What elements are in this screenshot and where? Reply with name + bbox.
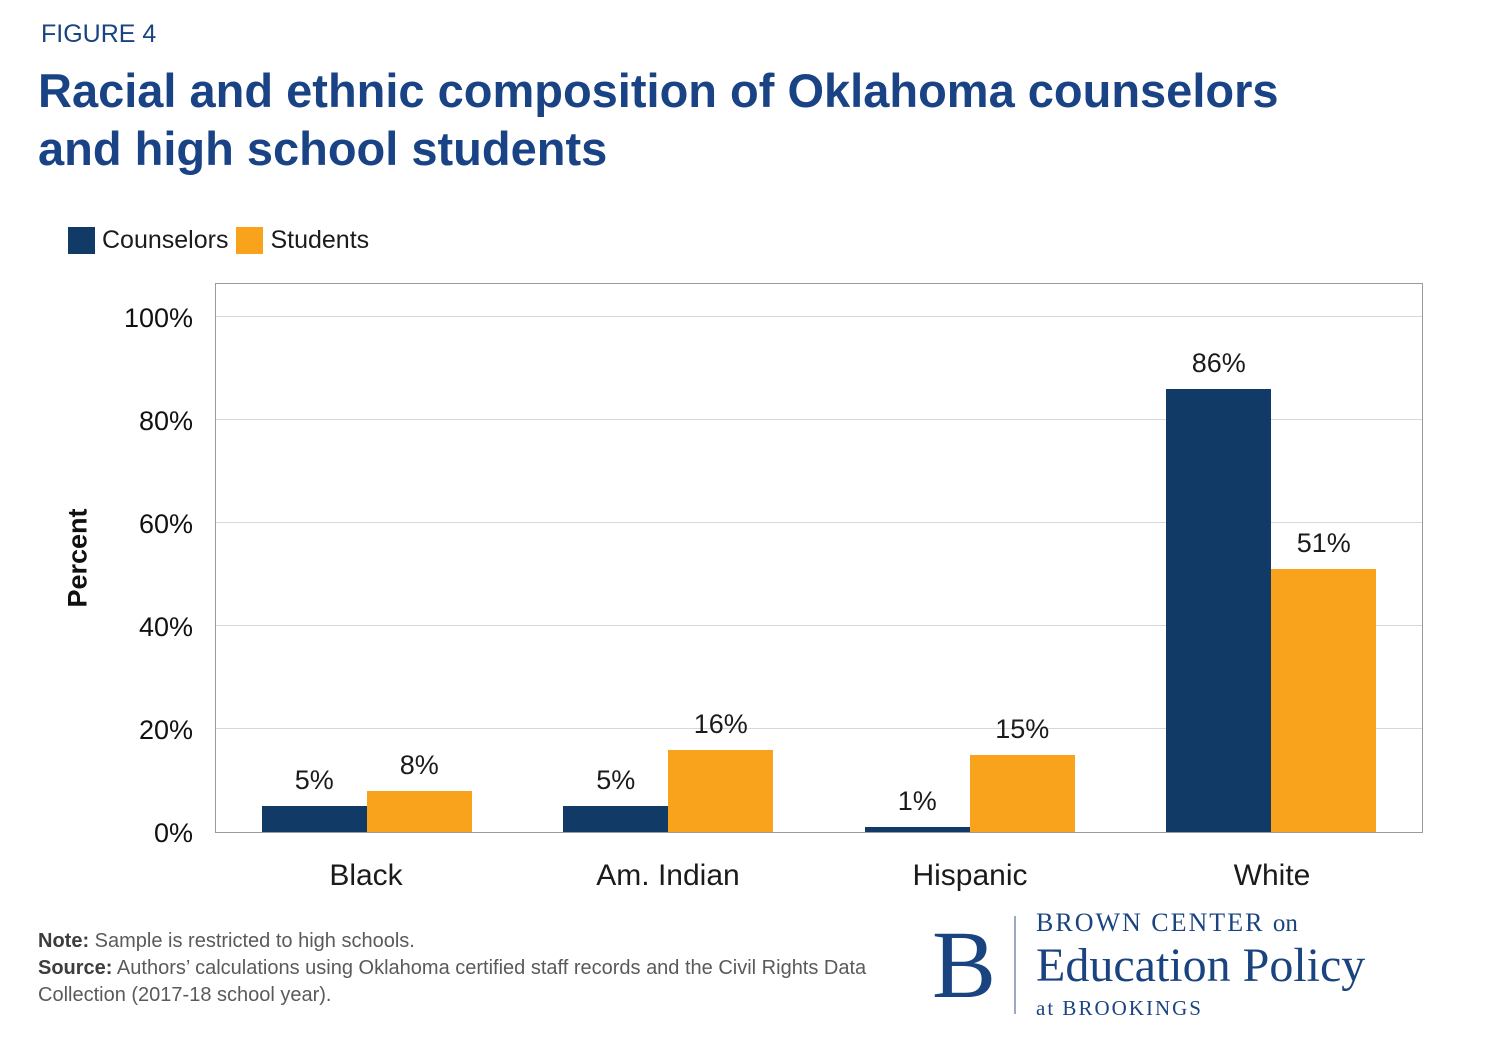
plot-area: 5% 8% 5% 16% 1% 15% 86% 51%: [215, 283, 1423, 833]
bar-value-label: 8%: [399, 749, 439, 780]
bar-groups: 5% 8% 5% 16% 1% 15% 86% 51%: [216, 284, 1422, 832]
legend-item-counselors: Counselors: [68, 226, 228, 255]
logo-brown-center-caps: BROWN CENTER: [1036, 908, 1265, 937]
y-tick-label-80%: 80%: [138, 406, 193, 436]
x-tick-label-black: Black: [329, 859, 403, 892]
y-tick-label-0%: 0%: [153, 818, 193, 848]
bar-counselors-am-indian: 5%: [563, 765, 669, 832]
figure-title-line1: Racial and ethnic composition of Oklahom…: [38, 64, 1279, 117]
legend-label-counselors: Counselors: [102, 226, 229, 254]
source-line: Source: Authors’ calculations using Okla…: [38, 955, 918, 1009]
source-text: Authors’ calculations using Oklahoma cer…: [38, 957, 867, 1006]
bar-students-black: 8%: [366, 750, 472, 832]
x-tick-label-am-indian: Am. Indian: [596, 859, 740, 892]
source-label: Source:: [38, 957, 113, 979]
logo-on: on: [1272, 910, 1298, 937]
bar-students-hispanic: 15%: [969, 714, 1075, 832]
y-tick-label-60%: 60%: [138, 509, 193, 539]
bar-students-white: 51%: [1271, 528, 1377, 832]
x-tick-label-hispanic: Hispanic: [912, 859, 1028, 892]
bar-value-label: 5%: [294, 765, 334, 796]
bar-value-label: 16%: [693, 708, 748, 739]
y-tick-label-20%: 20%: [138, 715, 193, 745]
gridline-80%: [216, 419, 1422, 420]
logo-at-brookings: at BROOKINGS: [1036, 996, 1203, 1020]
bar-value-label: 5%: [596, 765, 636, 796]
bar-value-label: 1%: [897, 785, 937, 816]
bar-counselors-black: 5%: [261, 765, 367, 832]
figure-label: FIGURE 4: [41, 20, 157, 48]
bar-value-label: 15%: [995, 713, 1050, 744]
gridline-100%: [216, 316, 1422, 317]
bar-group-am-indian: 5% 16%: [518, 709, 820, 832]
legend-label-students: Students: [270, 226, 370, 254]
logo-divider: [1014, 915, 1017, 1014]
bar-group-hispanic: 1% 15%: [819, 714, 1121, 832]
bar-group-black: 5% 8%: [216, 750, 518, 832]
figure-notes: Note: Sample is restricted to high schoo…: [38, 928, 918, 1009]
chart-legend: Counselors Students: [68, 226, 369, 255]
note-text: Sample is restricted to high schools.: [94, 930, 415, 952]
bar-group-white: 86% 51%: [1121, 348, 1423, 832]
gridline-40%: [216, 625, 1422, 626]
students-swatch-icon: [236, 227, 264, 254]
figure-title-line2: and high school students: [38, 122, 608, 175]
note-line: Note: Sample is restricted to high schoo…: [38, 928, 918, 955]
logo-education-policy: Education Policy: [1036, 939, 1366, 992]
bar-counselors-hispanic: 1%: [864, 786, 970, 832]
legend-item-students: Students: [236, 226, 369, 255]
bar-value-label: 51%: [1296, 528, 1351, 559]
figure-title: Racial and ethnic composition of Oklahom…: [38, 62, 1279, 178]
y-tick-label-100%: 100%: [123, 303, 193, 333]
bar-counselors-white: 86%: [1166, 348, 1272, 832]
x-axis-ticks: Black Am. Indian Hispanic White: [215, 845, 1423, 893]
brookings-logo: B BROWN CENTER on Education Policy at BR…: [932, 908, 1365, 1021]
gridline-60%: [216, 522, 1422, 523]
counselors-swatch-icon: [68, 227, 95, 254]
y-axis-ticks: 0% 20% 40% 60% 80% 100%: [40, 283, 205, 848]
bar-students-am-indian: 16%: [668, 709, 774, 832]
y-tick-label-40%: 40%: [138, 612, 193, 642]
gridline-20%: [216, 728, 1422, 729]
bar-value-label: 86%: [1191, 348, 1246, 379]
x-tick-label-white: White: [1233, 859, 1311, 892]
logo-brown-center: BROWN CENTER on: [1036, 908, 1365, 938]
note-label: Note:: [38, 930, 90, 952]
brookings-b-icon: B: [932, 910, 997, 1018]
logo-text: BROWN CENTER on Education Policy at BROO…: [1036, 908, 1365, 1021]
